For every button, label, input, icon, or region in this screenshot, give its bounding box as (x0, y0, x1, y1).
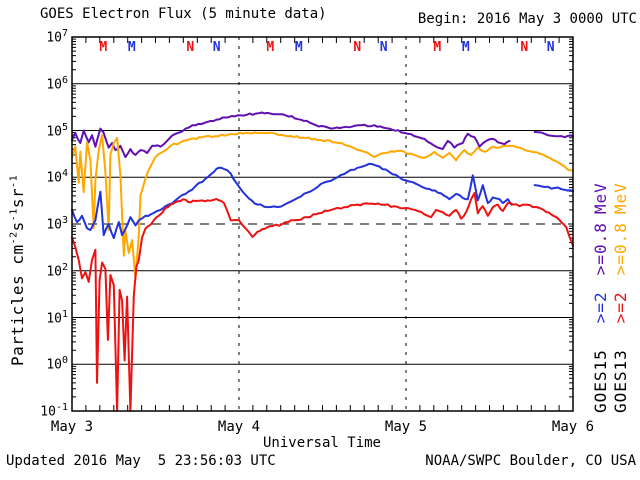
x-tick-label-may-4: May 4 (217, 419, 261, 435)
legend-goes15-ge2-label: >=2 (591, 291, 610, 324)
satellite-position-marker-m: M (266, 40, 275, 55)
y-tick-label-1e4: 104 (46, 168, 68, 186)
grid-lines (72, 83, 573, 365)
satellite-position-marker-n: N (546, 40, 555, 55)
satellite-position-marker-n: N (212, 40, 221, 55)
y-tick-label-1e5: 105 (46, 121, 68, 139)
series-goes13-2-mev (71, 192, 574, 412)
legend-goes13-ge08-label: >=0.8 (611, 222, 630, 276)
legend-goes15-name: GOES15 (591, 349, 610, 413)
x-axis-label: Universal Time (262, 435, 381, 451)
y-tick-label-1e3: 103 (46, 215, 68, 233)
legend-goes13: GOES13 >=2 >=0.8 MeV (611, 182, 630, 413)
y-tick-label-1e-1: 10-1 (40, 402, 68, 420)
legend-goes15-unit: MeV (591, 182, 610, 215)
satellite-position-marker-m: M (294, 40, 303, 55)
satellite-position-marker-n: N (186, 40, 195, 55)
satellite-position-marker-m: M (127, 40, 136, 55)
x-tick-label-may-5: May 5 (384, 419, 428, 435)
legend-goes15: GOES15 >=2 >=0.8 MeV (591, 182, 610, 413)
x-tick-label-may-3: May 3 (50, 419, 94, 435)
begin-time-label: Begin: 2016 May 3 0000 UTC (417, 11, 637, 27)
satellite-position-marker-m: M (461, 40, 470, 55)
series-goes15-2-mev (71, 162, 574, 240)
axis-ticks (72, 37, 573, 411)
satellite-position-marker-m: M (433, 40, 442, 55)
satellite-position-marker-n: N (379, 40, 388, 55)
updated-timestamp: Updated 2016 May 5 23:56:03 UTC (6, 453, 276, 469)
plot-frame (71, 36, 574, 412)
minor-ticks (72, 37, 573, 411)
legend-goes13-name: GOES13 (611, 349, 630, 413)
y-tick-label-1e2: 102 (46, 261, 68, 280)
flux-series (71, 111, 574, 412)
satellite-position-marker-n: N (520, 40, 529, 55)
source-attribution: NOAA/SWPC Boulder, CO USA (425, 453, 636, 469)
satellite-position-marker-m: M (99, 40, 108, 55)
legend-goes15-ge08-label: >=0.8 (591, 222, 610, 276)
y-tick-label-1e1: 101 (46, 308, 68, 326)
page-title: GOES Electron Flux (5 minute data) (40, 6, 327, 22)
y-tick-label-1e0: 100 (46, 355, 68, 373)
y-axis-label: Particles cm-2s-1sr-1 (8, 174, 27, 366)
x-tick-label-may-6: May 6 (551, 419, 595, 435)
series-goes15-0-8-mev (71, 111, 574, 159)
satellite-position-marker-n: N (353, 40, 362, 55)
legend-goes13-unit: MeV (611, 182, 630, 215)
y-tick-label-1e6: 106 (46, 74, 68, 93)
series-goes13-0-8-mev (71, 131, 574, 280)
y-tick-label-1e7: 107 (46, 28, 68, 46)
legend-goes13-ge2-label: >=2 (611, 291, 630, 324)
